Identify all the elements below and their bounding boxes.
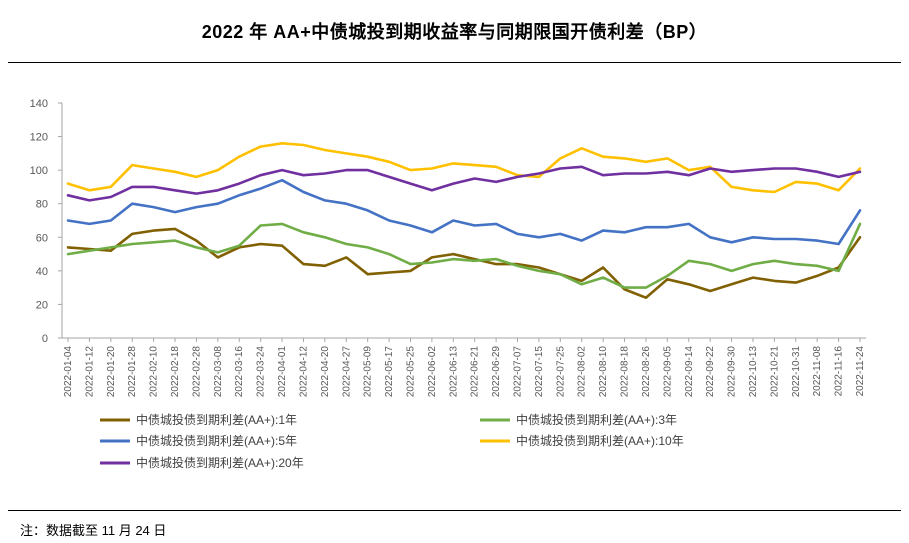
x-tick-label: 2022-09-05 [662,346,673,398]
y-tick-label: 100 [30,165,48,177]
legend-label: 中债城投债到期利差(AA+):1年 [136,412,297,427]
x-tick-label: 2022-04-01 [277,346,288,398]
x-tick-label: 2022-08-02 [577,346,588,398]
y-tick-label: 0 [42,333,48,345]
series-line-3 [66,178,862,246]
x-tick-label: 2022-04-27 [341,346,352,398]
x-tick-label: 2022-10-31 [791,346,802,398]
y-tick-label: 140 [30,98,48,110]
x-tick-label: 2022-09-30 [727,346,738,398]
x-tick-label: 2022-05-17 [384,346,395,398]
chart-title: 2022 年 AA+中债城投到期收益率与同期限国开债利差（BP） [201,22,708,42]
y-tick-label: 40 [36,266,48,278]
x-tick-label: 2022-01-20 [106,346,117,398]
x-tick-label: 2022-11-08 [812,346,823,397]
legend-label: 中债城投债到期利差(AA+):10年 [516,433,684,448]
x-tick-label: 2022-06-29 [491,346,502,398]
y-axis: 0 20 40 60 80 100 120 140 [30,98,63,345]
legend-label: 中债城投债到期利差(AA+):5年 [136,433,297,448]
x-tick-label: 2022-02-18 [170,346,181,398]
series-line-5 [66,165,862,202]
x-tick-label: 2022-03-08 [213,346,224,398]
x-tick-label: 2022-11-16 [834,346,845,397]
x-axis: 2022-01-04 2022-01-12 2022-01-20 2022-01-28… [62,337,866,398]
y-tick-label: 120 [30,132,48,144]
x-tick-label: 2022-07-15 [534,346,545,398]
x-tick-label: 2022-06-13 [448,346,459,398]
x-tick-label: 2022-04-12 [298,346,309,398]
series-line-2 [66,222,862,289]
top-rule [8,62,901,63]
x-tick-label: 2022-10-13 [748,346,759,398]
x-tick-label: 2022-01-28 [127,346,138,398]
y-tick-label: 60 [36,232,48,244]
x-tick-label: 2022-05-09 [363,346,374,398]
legend-label: 中债城投债到期利差(AA+):3年 [516,412,677,427]
series-line-1 [66,227,862,299]
x-tick-label: 2022-06-02 [427,346,438,398]
footnote: 注：数据截至 11 月 24 日 [20,523,167,538]
x-tick-label: 2022-09-14 [684,346,695,398]
x-tick-label: 2022-07-25 [555,346,566,398]
x-tick-label: 2022-02-28 [191,346,202,398]
x-tick-label: 2022-04-20 [320,346,331,398]
x-tick-label: 2022-01-12 [84,346,95,398]
x-tick-label: 2022-05-25 [405,346,416,398]
x-tick-label: 2022-09-22 [705,346,716,398]
x-tick-label: 2022-03-16 [234,346,245,398]
x-tick-label: 2022-11-24 [855,346,866,397]
x-tick-label: 2022-08-26 [641,346,652,398]
x-tick-label: 2022-08-18 [620,346,631,398]
x-tick-label: 2022-01-04 [63,346,74,398]
x-tick-label: 2022-10-21 [769,346,780,398]
legend: 中债城投债到期利差(AA+):1年 中债城投债到期利差(AA+):3年中债城投债到… [100,412,684,470]
x-tick-label: 2022-08-10 [598,346,609,398]
series-line-4 [66,142,862,194]
x-tick-label: 2022-02-10 [149,346,160,398]
x-tick-label: 2022-03-24 [256,346,267,398]
x-tick-label: 2022-06-21 [470,346,481,398]
legend-label: 中债城投债到期利差(AA+):20年 [136,455,304,470]
y-tick-label: 80 [36,199,48,211]
y-tick-label: 20 [36,299,48,311]
series-lines [66,142,862,299]
bottom-rule [8,510,901,511]
x-tick-label: 2022-07-07 [513,346,524,398]
